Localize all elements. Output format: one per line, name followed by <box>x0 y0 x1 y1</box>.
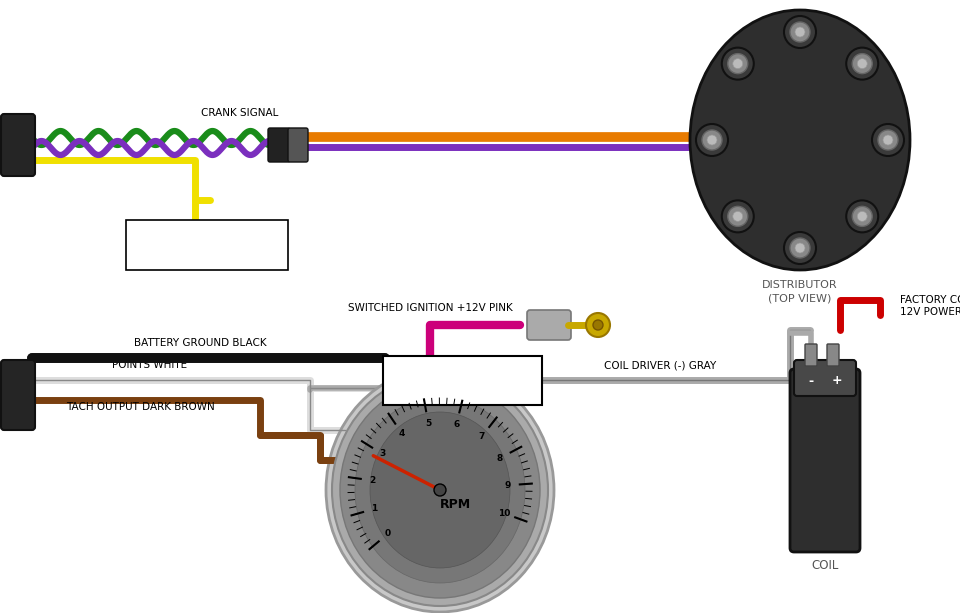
FancyBboxPatch shape <box>805 344 817 366</box>
Text: 6: 6 <box>453 419 460 428</box>
Circle shape <box>728 207 748 226</box>
Circle shape <box>784 232 816 264</box>
Text: -: - <box>808 375 813 387</box>
Ellipse shape <box>690 10 910 270</box>
Text: 0: 0 <box>385 529 391 538</box>
FancyBboxPatch shape <box>383 356 542 405</box>
Text: NOT USED: NOT USED <box>173 246 241 259</box>
FancyBboxPatch shape <box>268 128 290 162</box>
Circle shape <box>702 130 722 150</box>
Circle shape <box>852 53 873 74</box>
Circle shape <box>593 320 603 330</box>
Text: DISTRIBUTOR
(TOP VIEW): DISTRIBUTOR (TOP VIEW) <box>762 280 838 303</box>
FancyBboxPatch shape <box>527 310 571 340</box>
FancyBboxPatch shape <box>827 344 839 366</box>
FancyBboxPatch shape <box>794 360 856 396</box>
Circle shape <box>846 200 878 232</box>
Circle shape <box>852 207 873 226</box>
Text: COIL INPUT (-), YELLOW: COIL INPUT (-), YELLOW <box>151 230 263 240</box>
Circle shape <box>790 238 810 258</box>
Circle shape <box>728 53 748 74</box>
Circle shape <box>586 313 610 337</box>
Circle shape <box>795 27 805 37</box>
Text: CRANK SIGNAL: CRANK SIGNAL <box>202 108 278 118</box>
Circle shape <box>732 59 743 69</box>
Text: FACTORY COIL (+)
12V POWER WIRE: FACTORY COIL (+) 12V POWER WIRE <box>900 295 960 318</box>
Circle shape <box>434 484 446 496</box>
Circle shape <box>883 135 893 145</box>
Circle shape <box>696 124 728 156</box>
Circle shape <box>722 200 754 232</box>
FancyBboxPatch shape <box>790 369 860 552</box>
Text: SWITCHED IGNITION +12V PINK: SWITCHED IGNITION +12V PINK <box>348 303 513 313</box>
Circle shape <box>857 211 867 221</box>
Text: POINTS WHITE: POINTS WHITE <box>112 360 187 370</box>
Circle shape <box>795 243 805 253</box>
Circle shape <box>784 16 816 48</box>
Text: TACH OUTPUT DARK BROWN: TACH OUTPUT DARK BROWN <box>65 402 214 412</box>
Circle shape <box>722 48 754 80</box>
Text: RPM: RPM <box>440 498 470 511</box>
Text: COIL DRIVER (-) GRAY: COIL DRIVER (-) GRAY <box>604 360 716 370</box>
Text: 7: 7 <box>479 432 485 441</box>
Circle shape <box>846 48 878 80</box>
Text: COIL: COIL <box>811 559 839 572</box>
Circle shape <box>732 211 743 221</box>
Ellipse shape <box>370 412 510 568</box>
Text: 9: 9 <box>505 481 511 490</box>
Circle shape <box>872 124 904 156</box>
Text: 4: 4 <box>398 429 405 438</box>
Text: BATTERY GROUND BLACK: BATTERY GROUND BLACK <box>133 338 266 348</box>
Ellipse shape <box>326 368 554 612</box>
Circle shape <box>707 135 717 145</box>
Text: 3: 3 <box>379 449 386 459</box>
FancyBboxPatch shape <box>1 114 35 176</box>
Ellipse shape <box>332 374 548 606</box>
Text: 8: 8 <box>497 454 503 463</box>
Ellipse shape <box>340 382 540 598</box>
Text: 2: 2 <box>370 476 375 485</box>
Text: 5: 5 <box>425 419 431 427</box>
Circle shape <box>790 22 810 42</box>
FancyBboxPatch shape <box>1 360 35 430</box>
Ellipse shape <box>355 397 525 583</box>
Text: COIL DRIVER MODULE: COIL DRIVER MODULE <box>405 376 519 386</box>
FancyBboxPatch shape <box>288 128 308 162</box>
Circle shape <box>857 59 867 69</box>
Circle shape <box>878 130 898 150</box>
Text: 1: 1 <box>372 504 377 513</box>
Text: +: + <box>831 375 842 387</box>
Text: 10: 10 <box>497 509 510 518</box>
FancyBboxPatch shape <box>126 220 288 270</box>
